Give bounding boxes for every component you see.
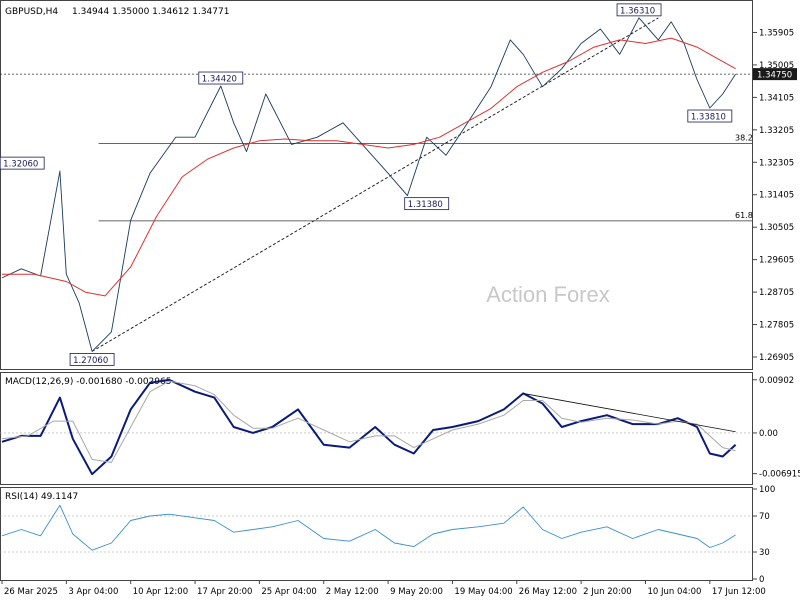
price-annotation-box (404, 197, 450, 211)
x-tick-label: 2 Jun 20:00 (583, 587, 632, 597)
price-annotation-box (198, 71, 244, 85)
sma-line (2, 37, 736, 297)
x-tick-label: 3 Apr 04:00 (68, 587, 118, 597)
x-tick-label: 2 May 12:00 (326, 587, 379, 597)
price-y-tick-label: 1.33205 (759, 126, 794, 136)
current-price-label: 1.34750 (757, 71, 792, 81)
price-line (1, 17, 736, 352)
price-annotation-label: 1.33810 (691, 113, 726, 123)
price-y-tick-label: 1.29605 (759, 256, 794, 266)
price-annotation-box (0, 156, 45, 170)
rsi-title: RSI(14) 49.1147 (5, 492, 78, 502)
x-tick-label: 9 May 20:00 (390, 587, 443, 597)
x-tick-label: 10 Jun 04:00 (647, 587, 701, 597)
rsi-y-tick-label: 70 (759, 512, 770, 522)
price-annotation-label: 1.31380 (408, 200, 443, 210)
series-layer (1, 17, 737, 551)
label-layer: 1.35905 1.35005 1.34105 1.33205 1.32305 1.314… (0, 3, 800, 597)
x-tick-label: 19 May 04:00 (454, 587, 512, 597)
price-y-tick-label: 1.35905 (759, 28, 794, 38)
price-annotation-box (687, 109, 733, 123)
price-y-tick-label: 1.28705 (759, 288, 794, 298)
price-y-tick-label: 1.34105 (759, 93, 794, 103)
price-annotation-box (69, 353, 115, 366)
x-tick-label: 26 Mar 2025 (4, 587, 58, 597)
chart-ohlc: 1.34944 1.35000 1.34612 1.34771 (72, 7, 229, 17)
macd-trendline (523, 393, 736, 433)
macd-line (1, 378, 737, 476)
fib-level-label: 61.8 (735, 211, 753, 220)
price-panel-frame (0, 0, 753, 370)
price-y-tick-label: 1.27805 (759, 321, 794, 331)
price-annotation-label: 1.36310 (620, 6, 655, 16)
rsi-line (1, 504, 736, 551)
signal-line (1, 380, 736, 463)
price-y-tick-label: 1.32305 (759, 158, 794, 168)
price-annotation-label: 1.32060 (3, 160, 38, 170)
rsi-y-tick-label: 30 (759, 548, 770, 558)
x-tick-label: 17 Jun 12:00 (712, 587, 766, 597)
x-tick-label: 17 Apr 20:00 (197, 587, 252, 597)
watermark: Action Forex (486, 282, 610, 307)
rsi-y-tick-label: 0 (759, 575, 764, 585)
chart-symbol: GBPUSD,H4 (5, 7, 58, 17)
price-annotation-box (616, 3, 662, 17)
price-y-tick-label: 1.30505 (759, 223, 794, 233)
macd-title: MACD(12,26,9) -0.001680 -0.002965 (5, 377, 171, 387)
x-tick-label: 10 Apr 12:00 (133, 587, 188, 597)
macd-y-tick-label: -0.006915 (759, 470, 800, 480)
fib-level-label: 38.2 (735, 133, 753, 142)
rsi-y-tick-label: 100 (759, 485, 775, 495)
x-tick-label: 25 Apr 04:00 (261, 587, 316, 597)
price-annotation-label: 1.34420 (202, 75, 237, 85)
price-y-tick-label: 1.31405 (759, 191, 794, 201)
macd-y-tick-label: 0.00902 (759, 376, 794, 386)
rsi-panel-frame (0, 487, 753, 581)
current-price-box (753, 68, 797, 81)
grid-layer (0, 31, 757, 584)
price-y-tick-label: 1.35005 (759, 61, 794, 71)
price-trendline (91, 17, 659, 352)
price-annotation-label: 1.27060 (73, 356, 108, 366)
price-y-tick-label: 1.26905 (759, 353, 794, 363)
macd-y-tick-label: 0.00 (759, 429, 778, 439)
x-tick-label: 26 May 12:00 (519, 587, 577, 597)
